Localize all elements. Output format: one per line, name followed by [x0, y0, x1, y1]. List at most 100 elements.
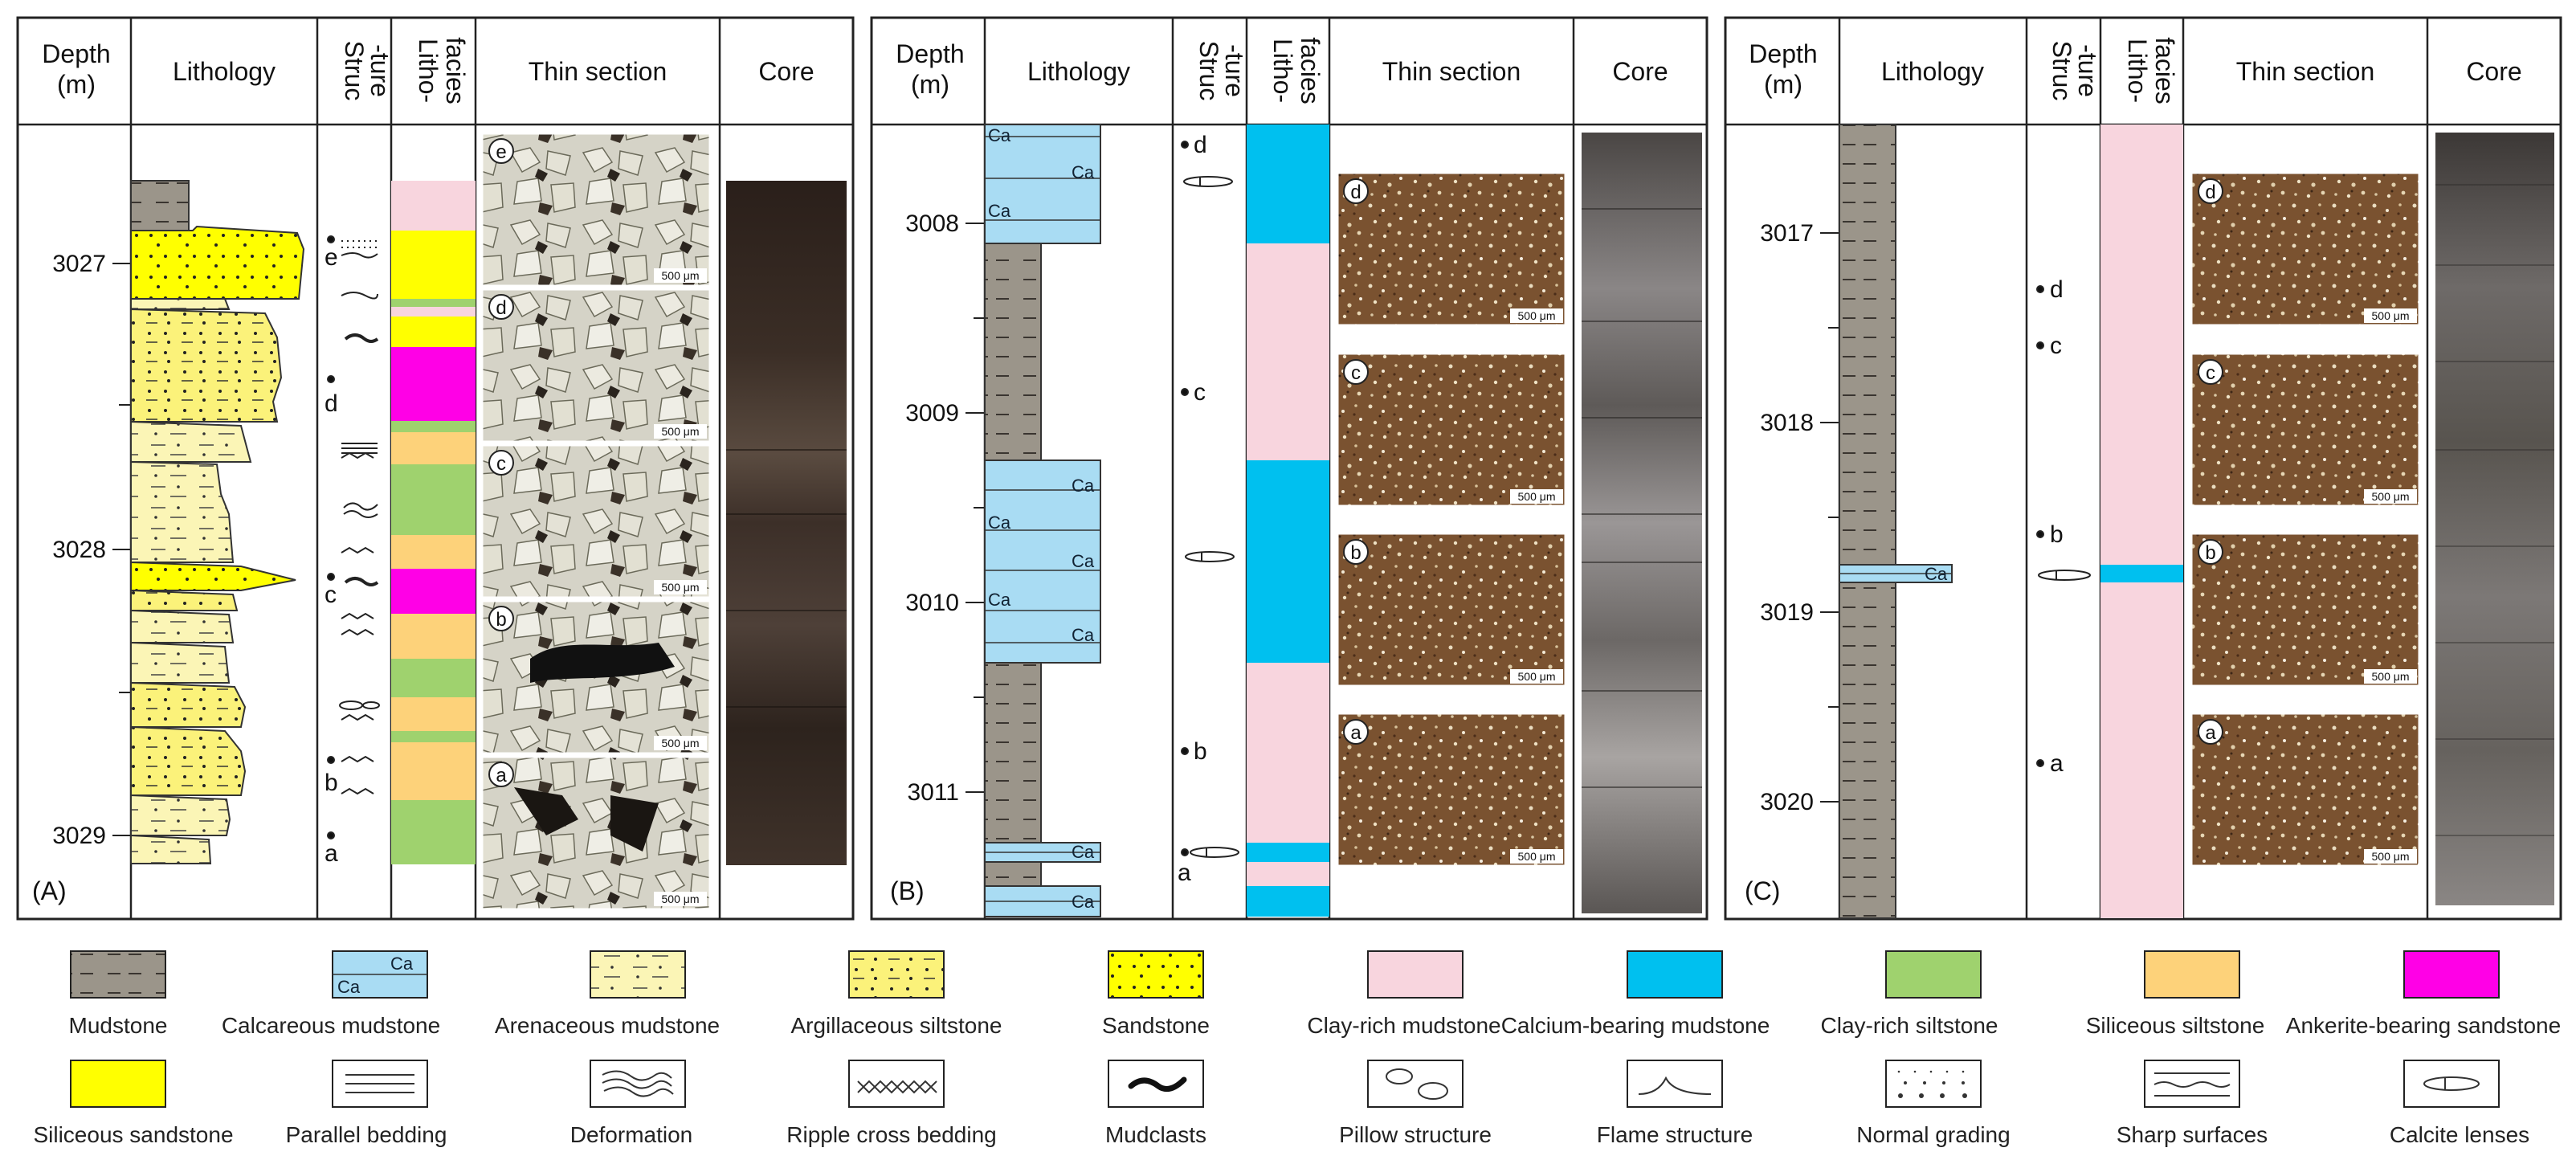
depth-tick-3027: 3027 — [52, 251, 106, 277]
sample-label-b: b — [325, 770, 338, 796]
scale-bar: 500 μm — [2372, 850, 2410, 863]
thin-label-a: a — [496, 765, 507, 786]
sample-label-e: e — [325, 244, 338, 271]
lithofacies-column-c — [2100, 125, 2183, 918]
lithofacies-header-line2: facies — [1296, 37, 1325, 104]
thin-label-b: b — [496, 609, 506, 631]
scale-bar: 500 μm — [1518, 490, 1556, 503]
core-header: Core — [1612, 57, 1668, 86]
legend-item-ankerite-bearing-sandstone: Ankerite-bearing sandstone — [2286, 950, 2561, 1038]
panel-label-b: (B) — [890, 876, 925, 905]
sample-label-c: c — [2050, 333, 2062, 359]
structure-header-line2: -ture — [1220, 44, 1249, 97]
legend-item-pillow-structure: Pillow structure — [1339, 1060, 1492, 1147]
legend: Mudstone Ca Ca Calcareous mudstone Arena… — [33, 950, 2561, 1147]
legend-item-parallel-bedding: Parallel bedding — [286, 1060, 447, 1147]
depth-header-line2: (m) — [911, 70, 949, 99]
structure-column-c — [2036, 285, 2091, 767]
structure-header-line2: -ture — [2073, 44, 2102, 97]
thin-section-header: Thin section — [529, 57, 667, 86]
scale-bar: 500 μm — [1518, 670, 1556, 683]
thin-label-c: c — [2206, 362, 2215, 384]
thin-label-d: d — [496, 297, 506, 319]
svg-text:Flame structure: Flame structure — [1597, 1122, 1753, 1147]
depth-header-line1: Depth — [896, 39, 964, 68]
lithofacies-header-line2: facies — [2150, 37, 2179, 104]
structure-header-line1: Struc — [2047, 41, 2076, 101]
scale-bar: 500 μm — [2372, 309, 2410, 322]
svg-text:Clay-rich mudstone: Clay-rich mudstone — [1307, 1013, 1500, 1038]
depth-tick-3028: 3028 — [52, 537, 106, 563]
svg-text:Calcium-bearing mudstone: Calcium-bearing mudstone — [1501, 1013, 1770, 1038]
legend-item-argillaceous-siltstone: Argillaceous siltstone — [790, 950, 1002, 1038]
deformation-icon — [602, 1070, 674, 1097]
scale-bar: 500 μm — [2372, 490, 2410, 503]
svg-text:Calcite lenses: Calcite lenses — [2390, 1122, 2529, 1147]
svg-text:Siliceous siltstone: Siliceous siltstone — [2086, 1013, 2265, 1038]
depth-tick-3010: 3010 — [905, 590, 959, 616]
legend-item-clay-rich-siltstone: Clay-rich siltstone — [1821, 950, 1998, 1038]
ca-label: Ca — [1072, 625, 1095, 645]
structure-column-b — [1181, 141, 1239, 858]
thin-label-a: a — [2205, 722, 2216, 744]
panel-c: Depth (m) Lithology Struc -ture Litho- f… — [1724, 16, 2562, 921]
depth-tick-3020: 3020 — [1760, 789, 1814, 815]
ca-label: Ca — [988, 513, 1011, 533]
scale-bar: 500 μm — [2372, 670, 2410, 683]
svg-text:Argillaceous siltstone: Argillaceous siltstone — [790, 1013, 1002, 1038]
ca-label: Ca — [1072, 842, 1095, 862]
depth-tick-3029: 3029 — [52, 823, 106, 849]
svg-text:Ripple cross bedding: Ripple cross bedding — [786, 1122, 997, 1147]
svg-text:Clay-rich siltstone: Clay-rich siltstone — [1821, 1013, 1998, 1038]
depth-tick-3017: 3017 — [1760, 220, 1814, 247]
lithofacies-header-line1: Litho- — [2123, 39, 2152, 103]
depth-header-line1: Depth — [42, 39, 110, 68]
core-image-b — [1582, 133, 1702, 913]
legend-item-siliceous-sandstone: Siliceous sandstone — [33, 1060, 234, 1147]
thin-label-c: c — [1351, 362, 1361, 384]
core-header: Core — [2466, 57, 2521, 86]
panel-label-a: (A) — [32, 876, 67, 905]
legend-item-calcite-lenses: Calcite lenses — [2390, 1060, 2529, 1147]
thin-label-d: d — [1350, 182, 1361, 203]
scale-bar: 500 μm — [1518, 850, 1556, 863]
flame-structure-icon — [1638, 1076, 1712, 1095]
structure-column-a — [327, 235, 380, 839]
ca-labels-b: Ca Ca Ca Ca Ca Ca Ca Ca Ca Ca — [988, 125, 1095, 912]
legend-item-sharp-surfaces: Sharp surfaces — [2117, 1060, 2268, 1147]
thin-section-labels-c: d c b a 500 μm 500 μm 500 μm 500 μm — [2198, 178, 2417, 864]
core-image-a — [726, 181, 847, 865]
svg-text:Pillow structure: Pillow structure — [1339, 1122, 1492, 1147]
scale-bar: 500 μm — [1518, 309, 1556, 322]
svg-text:Arenaceous mudstone: Arenaceous mudstone — [495, 1013, 720, 1038]
svg-text:Mudstone: Mudstone — [69, 1013, 168, 1038]
thin-section-images-b — [1336, 171, 1567, 868]
parallel-bedding-icon — [345, 1074, 414, 1093]
lithology-header: Lithology — [1027, 57, 1130, 86]
panel-b: Depth (m) Lithology Struc -ture Litho- f… — [870, 16, 1708, 921]
legend-item-siliceous-siltstone: Siliceous siltstone — [2086, 950, 2265, 1038]
legend-item-calcareous-mudstone: Ca Ca Calcareous mudstone — [222, 950, 440, 1038]
svg-text:Siliceous sandstone: Siliceous sandstone — [33, 1122, 233, 1147]
svg-text:Sharp surfaces: Sharp surfaces — [2117, 1122, 2268, 1147]
panel-a: Depth (m) Lithology Struc -ture Litho- f… — [16, 16, 855, 921]
ca-label: Ca — [1072, 892, 1095, 912]
thin-label-a: a — [1350, 722, 1361, 744]
svg-text:Normal grading: Normal grading — [1856, 1122, 2010, 1147]
legend-item-deformation: Deformation — [570, 1060, 692, 1147]
depth-header-line1: Depth — [1749, 39, 1817, 68]
legend-item-sandstone: Sandstone — [1102, 950, 1210, 1038]
legend-item-flame-structure: Flame structure — [1597, 1060, 1753, 1147]
ca-label: Ca — [1925, 564, 1948, 584]
sample-label-d: d — [2050, 276, 2064, 303]
thin-label-c: c — [496, 453, 506, 475]
thin-section-labels-a: e d c b a 500 μm 500 μm 500 μm 500 μm 50… — [488, 138, 707, 906]
depth-tick-3019: 3019 — [1760, 599, 1814, 626]
scale-bar: 500 μm — [662, 892, 700, 905]
ca-label: Ca — [1072, 162, 1095, 182]
sample-label-a: a — [325, 840, 338, 867]
legend-item-mudclasts: Mudclasts — [1105, 1060, 1206, 1147]
legend-item-ripple-cross-bedding: Ripple cross bedding — [786, 1060, 997, 1147]
lithofacies-column-a — [391, 181, 476, 864]
